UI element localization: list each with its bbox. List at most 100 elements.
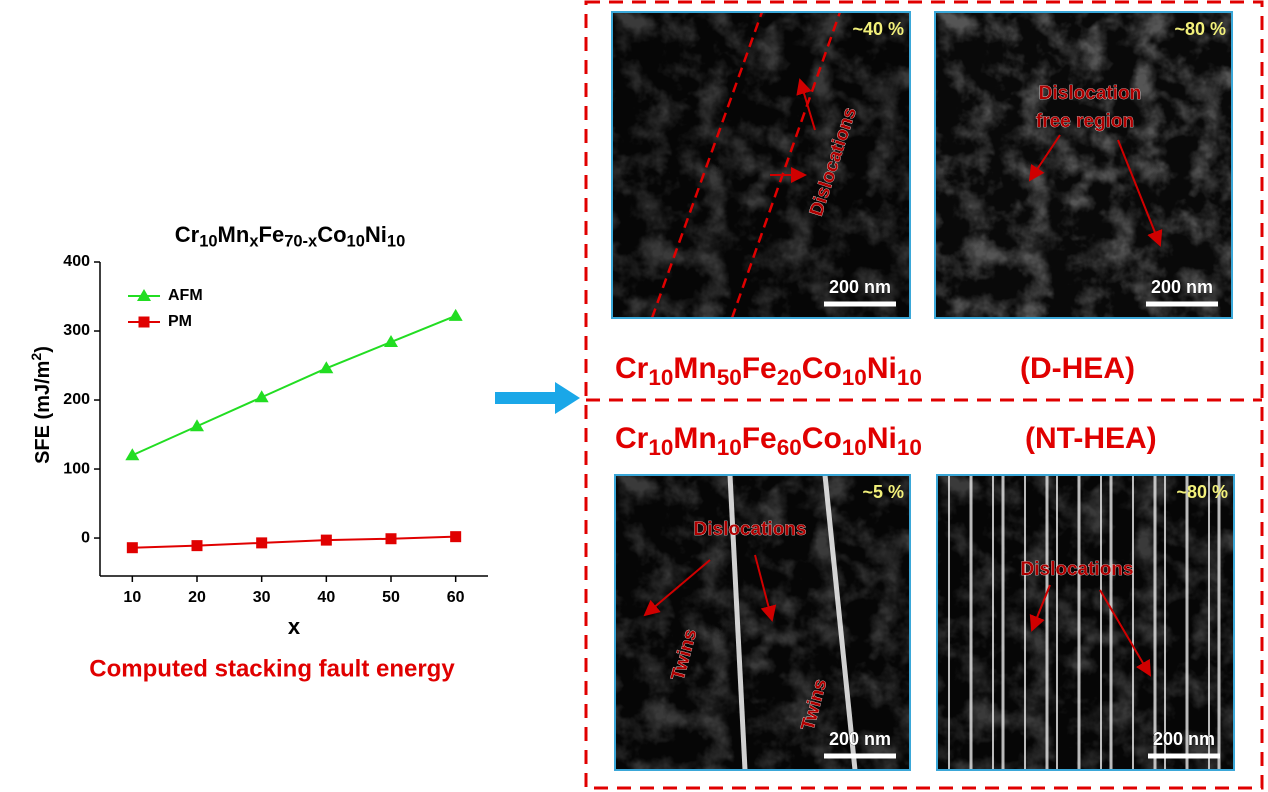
marker bbox=[190, 419, 204, 432]
pointer-arrow bbox=[1117, 139, 1163, 247]
subscript: x bbox=[249, 233, 259, 251]
micrograph: ~80 % Dislocations 200 nm bbox=[936, 474, 1235, 771]
x-tick-label: 10 bbox=[123, 589, 141, 606]
pointer-arrow bbox=[1099, 589, 1152, 677]
alloy-label: (NT-HEA) bbox=[1025, 422, 1157, 455]
subscript: 10 bbox=[842, 365, 867, 390]
formula-part: Mn bbox=[673, 422, 716, 455]
image-border bbox=[936, 474, 1235, 771]
pointer-arrow bbox=[643, 559, 711, 617]
scale-label: 200 nm bbox=[1153, 729, 1215, 749]
superscript: 2 bbox=[28, 353, 44, 361]
y-tick-label: 300 bbox=[63, 322, 90, 339]
y-tick-label: 200 bbox=[63, 391, 90, 408]
panel-frame bbox=[584, 0, 1264, 790]
formula-part: Co bbox=[802, 422, 842, 455]
twin-boundary bbox=[727, 474, 748, 771]
pointer-arrow bbox=[1028, 134, 1061, 182]
marker bbox=[450, 531, 462, 543]
image-border bbox=[611, 11, 911, 319]
image-texture bbox=[935, 12, 1232, 318]
marker bbox=[191, 540, 203, 552]
x-tick-label: 60 bbox=[447, 589, 465, 606]
subscript: 50 bbox=[717, 365, 742, 390]
pointer-arrow bbox=[796, 78, 816, 131]
series-line bbox=[131, 314, 457, 457]
micrograph: ~80 % Dislocation free region 200 nm bbox=[934, 11, 1233, 319]
marker bbox=[385, 533, 397, 545]
formula: Cr10Mn50Fe20Co10Ni10 bbox=[615, 352, 922, 390]
subscript: 70-x bbox=[284, 233, 318, 251]
marker bbox=[254, 390, 269, 403]
subscript: 10 bbox=[897, 435, 922, 460]
subscript: 10 bbox=[648, 365, 673, 390]
strain-label: ~80 % bbox=[1176, 482, 1228, 502]
subscript: 20 bbox=[777, 365, 802, 390]
image-border bbox=[934, 11, 1233, 319]
formula-part: Cr bbox=[615, 352, 649, 385]
scale-label: 200 nm bbox=[1151, 277, 1213, 297]
formula-part: Mn bbox=[218, 222, 250, 247]
arrow bbox=[495, 382, 580, 414]
subscript: 10 bbox=[648, 435, 673, 460]
annotation: Dislocation bbox=[1039, 83, 1141, 104]
scale-label: 200 nm bbox=[829, 277, 891, 297]
marker bbox=[320, 534, 332, 546]
formula-part: Fe bbox=[259, 222, 285, 247]
y-tick-label: 100 bbox=[63, 460, 90, 477]
alloy-label: (D-HEA) bbox=[1020, 352, 1135, 385]
marker bbox=[125, 448, 140, 461]
pointer-arrow bbox=[1029, 584, 1051, 632]
strain-label: ~40 % bbox=[852, 19, 904, 39]
twin-boundary bbox=[822, 474, 858, 771]
legend-label: PM bbox=[168, 313, 192, 330]
chart-title: Cr10MnxFe70-xCo10Ni10 bbox=[175, 222, 406, 251]
formula-part: Cr bbox=[175, 222, 200, 247]
formula-part: Fe bbox=[742, 422, 777, 455]
subscript: 10 bbox=[387, 233, 405, 251]
subscript: 10 bbox=[199, 233, 217, 251]
guide-line bbox=[650, 11, 764, 319]
strain-label: ~5 % bbox=[862, 482, 904, 502]
legend-marker bbox=[137, 289, 151, 301]
label-part: SFE (mJ/m bbox=[32, 361, 54, 464]
x-tick-label: 40 bbox=[317, 589, 335, 606]
subscript: 10 bbox=[347, 233, 365, 251]
y-tick-label: 400 bbox=[63, 253, 90, 270]
annotation: free region bbox=[1036, 111, 1134, 132]
guide-line bbox=[730, 11, 842, 319]
label-part: ) bbox=[32, 346, 54, 353]
marker bbox=[448, 308, 463, 321]
subscript: 10 bbox=[842, 435, 867, 460]
formula-part: Ni bbox=[867, 422, 897, 455]
formula-part: Ni bbox=[365, 222, 387, 247]
annotation: Dislocations bbox=[1021, 559, 1134, 580]
series-line bbox=[132, 535, 456, 549]
image-texture bbox=[937, 475, 1234, 770]
marker bbox=[319, 361, 334, 374]
x-tick-label: 20 bbox=[188, 589, 206, 606]
marker bbox=[126, 542, 138, 554]
image-texture bbox=[612, 12, 910, 318]
marker bbox=[384, 335, 398, 348]
marker bbox=[256, 537, 268, 549]
formula-part: Mn bbox=[673, 352, 716, 385]
legend-label: AFM bbox=[168, 287, 203, 304]
formula-part: Co bbox=[317, 222, 346, 247]
formula-part: Fe bbox=[742, 352, 777, 385]
x-tick-label: 50 bbox=[382, 589, 400, 606]
subscript: 60 bbox=[777, 435, 802, 460]
y-tick-label: 0 bbox=[81, 529, 90, 546]
formula: Cr10Mn10Fe60Co10Ni10 bbox=[615, 422, 922, 460]
caption: Computed stacking fault energy bbox=[89, 655, 455, 682]
annotation: Dislocations bbox=[694, 519, 807, 540]
legend-marker bbox=[138, 316, 150, 328]
subscript: 10 bbox=[897, 365, 922, 390]
x-tick-label: 30 bbox=[253, 589, 271, 606]
formula-part: Ni bbox=[867, 352, 897, 385]
image-texture bbox=[615, 475, 910, 770]
subscript: 10 bbox=[717, 435, 742, 460]
